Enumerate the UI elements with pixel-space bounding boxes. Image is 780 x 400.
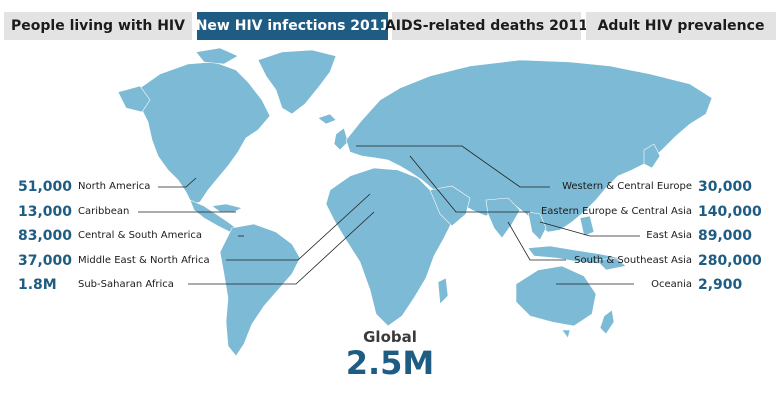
landmass-alaska [117, 85, 151, 113]
landmass-caribbean [211, 203, 243, 213]
region-value-eastern-europe-central-asia: 140,000 [698, 204, 762, 220]
region-value-east-asia: 89,000 [698, 228, 753, 244]
landmass-arctic-islands [195, 47, 239, 65]
landmass-greenland [257, 49, 337, 115]
landmass-new-zealand [599, 309, 615, 335]
region-value-middle-east-north-africa: 37,000 [18, 253, 73, 269]
region-label-north-america: North America [78, 181, 151, 192]
leader-line-middle-east-north-africa [226, 193, 371, 261]
landmass-south-america [219, 223, 301, 357]
leader-line-sub-saharan-africa [188, 211, 375, 285]
landmass-arabia [429, 185, 471, 227]
landmass-papua [595, 257, 627, 271]
region-value-western-central-europe: 30,000 [698, 179, 753, 195]
tab-people-living-with-hiv[interactable]: People living with HIV [4, 12, 192, 40]
landmass-australia [515, 265, 597, 327]
landmass-philippines [579, 215, 595, 237]
landmass-southeast-asia [527, 211, 547, 241]
region-value-oceania: 2,900 [698, 277, 743, 293]
tab-bar: People living with HIV New HIV infection… [0, 12, 780, 40]
region-label-oceania: Oceania [651, 279, 692, 290]
region-value-north-america: 51,000 [18, 179, 73, 195]
tab-new-hiv-infections[interactable]: New HIV infections 2011 [196, 12, 389, 40]
leader-line-south-southeast-asia [507, 221, 566, 261]
world-map [117, 47, 713, 357]
region-label-eastern-europe-central-asia: Eastern Europe & Central Asia [540, 206, 692, 217]
landmass-iceland [317, 113, 337, 125]
landmass-madagascar [437, 277, 449, 305]
tab-aids-related-deaths[interactable]: AIDS-related deaths 2011 [385, 12, 588, 40]
landmass-japan [643, 143, 661, 169]
region-value-central-south-america: 83,000 [18, 228, 73, 244]
leader-line-eastern-europe-central-asia [409, 155, 530, 213]
region-value-caribbean: 13,000 [18, 204, 73, 220]
region-label-east-asia: East Asia [646, 230, 692, 241]
region-label-caribbean: Caribbean [78, 206, 130, 217]
landmass-north-america [139, 61, 271, 205]
landmass-india [485, 197, 521, 239]
region-value-sub-saharan-africa: 1.8M [18, 277, 57, 293]
global-label: Global [363, 328, 417, 346]
region-value-south-southeast-asia: 280,000 [698, 253, 762, 269]
region-label-central-south-america: Central & South America [78, 230, 203, 241]
region-label-western-central-europe: Western & Central Europe [562, 181, 692, 192]
leader-line-east-asia [539, 221, 640, 237]
tab-adult-hiv-prevalence[interactable]: Adult HIV prevalence [586, 12, 776, 40]
global-value: 2.5M [345, 344, 435, 382]
leader-line-north-america [158, 177, 197, 188]
leader-line-western-central-europe [356, 145, 550, 188]
region-label-middle-east-north-africa: Middle East & North Africa [78, 255, 210, 266]
region-label-south-southeast-asia: South & Southeast Asia [574, 255, 692, 266]
region-label-sub-saharan-africa: Sub-Saharan Africa [78, 279, 174, 290]
landmass-uk [333, 127, 349, 151]
landmass-tasmania [561, 329, 571, 339]
landmass-africa [325, 167, 453, 327]
